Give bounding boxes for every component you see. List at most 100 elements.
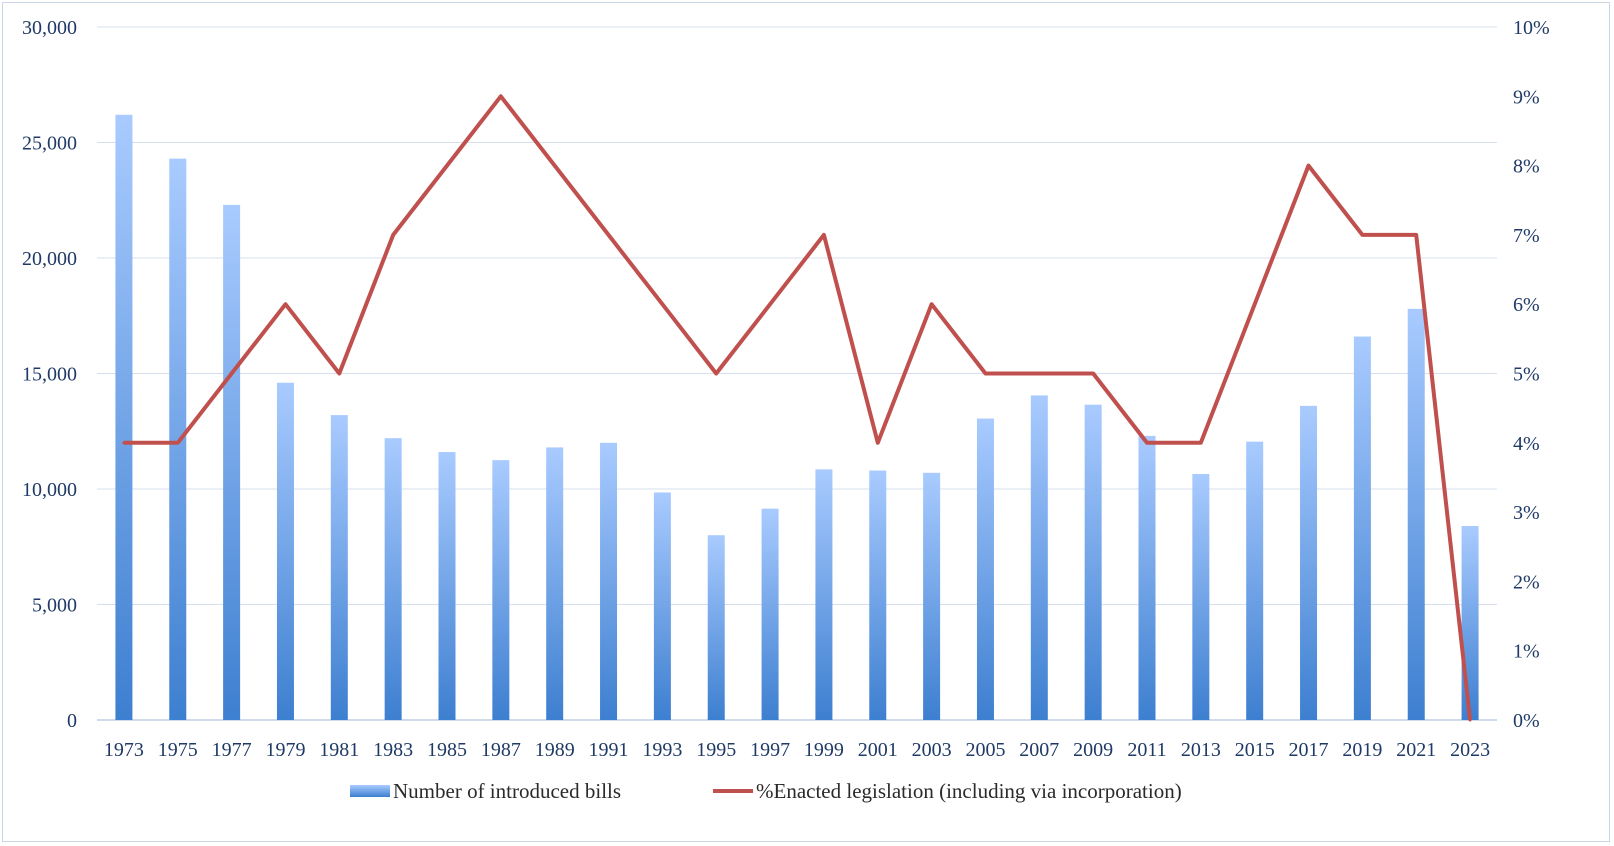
x-tick-label: 2005	[965, 739, 1005, 761]
x-tick-label: 1999	[804, 739, 844, 761]
x-tick-label: 1993	[642, 739, 682, 761]
x-tick-label: 1981	[319, 739, 359, 761]
right-axis-ticks: 0% 1% 2% 3% 4% 5% 6% 7% 8% 9% 10%	[1513, 17, 1550, 732]
line-point	[499, 94, 503, 98]
line-point	[607, 233, 611, 237]
bar	[869, 470, 887, 720]
bar	[1030, 395, 1048, 720]
x-tick-label: 1979	[265, 739, 305, 761]
bar	[1300, 405, 1318, 720]
bar	[923, 472, 941, 720]
x-tick-label: 1995	[696, 739, 736, 761]
bar	[169, 158, 187, 721]
bar	[1084, 404, 1102, 720]
bar	[653, 492, 671, 720]
line-point	[122, 441, 126, 445]
line-point	[660, 302, 664, 306]
x-tick-label: 1973	[104, 739, 144, 761]
bar	[815, 469, 833, 720]
right-tick-label: 9%	[1513, 86, 1540, 108]
left-axis-ticks: 0 5,000 10,000 15,000 20,000 25,000 30,000	[22, 17, 77, 732]
line-point	[983, 372, 987, 375]
right-tick-label: 5%	[1513, 364, 1540, 386]
bar	[330, 415, 348, 720]
bar	[115, 114, 133, 720]
x-tick-label: 1991	[589, 739, 629, 761]
bar	[1138, 435, 1156, 720]
left-tick-label: 20,000	[22, 248, 77, 270]
left-tick-label: 15,000	[22, 364, 77, 386]
left-tick-label: 30,000	[22, 17, 77, 39]
line-point	[337, 372, 341, 375]
x-tick-label: 1975	[158, 739, 198, 761]
bar	[438, 452, 456, 720]
bar	[276, 382, 294, 720]
bar	[223, 204, 241, 720]
x-axis-ticks: 1973 1975 1977 1979 1981 1983 1985 1987 1989 1991…	[104, 739, 1490, 761]
x-tick-label: 2023	[1450, 739, 1490, 761]
line-point	[1468, 718, 1472, 722]
x-tick-label: 2009	[1073, 739, 1113, 761]
x-tick-label: 2015	[1235, 739, 1275, 761]
line-point	[930, 302, 934, 306]
line-point	[1360, 233, 1364, 237]
legend-swatch-bars	[350, 785, 390, 797]
left-tick-label: 25,000	[22, 133, 77, 155]
line-point	[230, 372, 234, 375]
line-point	[1253, 302, 1257, 306]
x-tick-label: 2001	[858, 739, 898, 761]
left-tick-label: 10,000	[22, 479, 77, 501]
x-tick-label: 2003	[912, 739, 952, 761]
right-tick-label: 6%	[1513, 294, 1540, 316]
x-tick-label: 1987	[481, 739, 521, 761]
bar	[1192, 473, 1210, 720]
line-point	[1199, 441, 1203, 445]
x-tick-label: 2007	[1019, 739, 1059, 761]
x-tick-label: 2011	[1127, 739, 1166, 761]
line-point	[1037, 372, 1041, 375]
x-tick-label: 1977	[212, 739, 252, 761]
bar	[976, 418, 994, 720]
bar	[384, 438, 402, 720]
line-point	[768, 302, 772, 306]
left-tick-label: 5,000	[32, 595, 77, 617]
legend: Number of introduced bills %Enacted legi…	[350, 779, 1182, 803]
line-point	[876, 441, 880, 445]
line-point	[1414, 233, 1418, 237]
gridlines	[97, 26, 1497, 721]
line-point	[1145, 441, 1149, 445]
x-tick-label: 1983	[373, 739, 413, 761]
line-point	[714, 372, 718, 375]
x-tick-label: 1997	[750, 739, 790, 761]
line-series	[122, 94, 1473, 722]
line-point	[553, 164, 557, 168]
bar	[707, 535, 725, 720]
right-tick-label: 0%	[1513, 710, 1540, 732]
x-tick-label: 2017	[1289, 739, 1329, 761]
legend-label-line: %Enacted legislation (including via inco…	[756, 779, 1182, 803]
right-tick-label: 7%	[1513, 225, 1540, 247]
line-point	[445, 164, 449, 168]
x-tick-label: 2013	[1181, 739, 1221, 761]
bar-series	[115, 114, 1479, 721]
right-tick-label: 1%	[1513, 641, 1540, 663]
bar	[1407, 308, 1425, 720]
x-tick-label: 1989	[535, 739, 575, 761]
x-tick-label: 2021	[1396, 739, 1436, 761]
x-tick-label: 2019	[1342, 739, 1382, 761]
line-point	[1307, 164, 1311, 168]
bar	[1353, 336, 1371, 720]
line-point	[1091, 372, 1095, 375]
bar	[1461, 525, 1479, 720]
right-tick-label: 3%	[1513, 502, 1540, 524]
combo-chart: 0 5,000 10,000 15,000 20,000 25,000 30,000 0% 1…	[22, 17, 1550, 803]
bar	[546, 447, 564, 720]
right-tick-label: 8%	[1513, 156, 1540, 178]
right-tick-label: 4%	[1513, 433, 1540, 455]
left-tick-label: 0	[67, 710, 77, 732]
line-point	[283, 302, 287, 306]
x-tick-label: 1985	[427, 739, 467, 761]
bar	[600, 442, 618, 720]
line-point	[822, 233, 826, 237]
